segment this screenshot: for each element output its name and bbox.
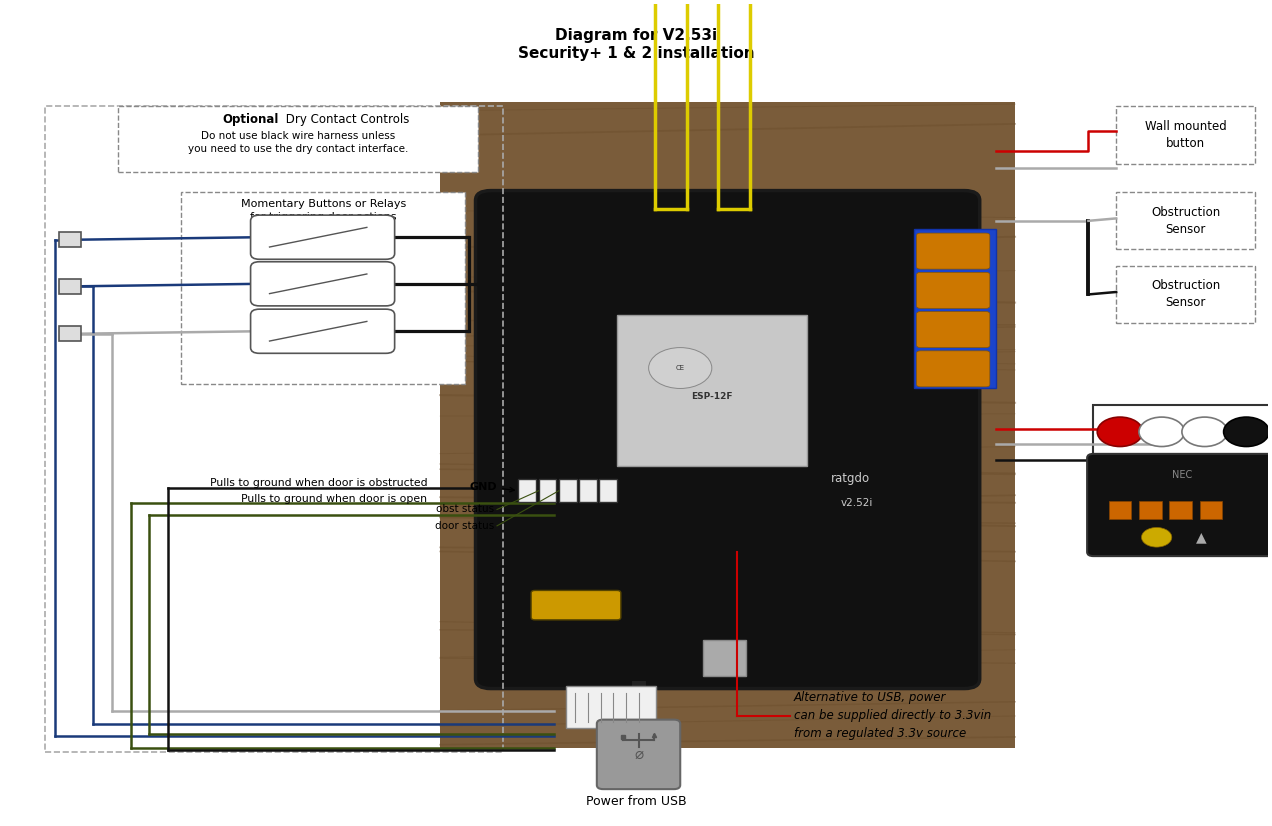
- Circle shape: [1098, 417, 1142, 447]
- FancyBboxPatch shape: [59, 326, 81, 341]
- FancyBboxPatch shape: [1117, 107, 1255, 164]
- FancyBboxPatch shape: [1117, 266, 1255, 323]
- Circle shape: [1224, 417, 1269, 447]
- Text: v2.52i: v2.52i: [841, 498, 874, 508]
- FancyBboxPatch shape: [519, 479, 537, 502]
- Text: Power from USB: Power from USB: [585, 795, 687, 808]
- FancyBboxPatch shape: [1088, 453, 1272, 556]
- Text: ratgdo: ratgdo: [832, 472, 870, 485]
- FancyBboxPatch shape: [539, 479, 556, 502]
- Text: Obstruction
Sensor: Obstruction Sensor: [1151, 279, 1220, 310]
- FancyBboxPatch shape: [1199, 501, 1222, 520]
- FancyBboxPatch shape: [251, 215, 394, 259]
- FancyBboxPatch shape: [1094, 405, 1271, 458]
- Text: ESP-12F: ESP-12F: [691, 392, 733, 401]
- FancyBboxPatch shape: [440, 102, 1015, 748]
- Circle shape: [1141, 528, 1172, 547]
- FancyBboxPatch shape: [476, 191, 979, 689]
- Text: Dry Contact Controls: Dry Contact Controls: [281, 113, 408, 126]
- Text: Alternative to USB, power
can be supplied directly to 3.3vin
from a regulated 3.: Alternative to USB, power can be supplie…: [794, 691, 991, 740]
- FancyBboxPatch shape: [558, 479, 576, 502]
- FancyBboxPatch shape: [1117, 192, 1255, 249]
- Text: GND: GND: [469, 482, 514, 492]
- Text: Security+ 1 & 2 installation: Security+ 1 & 2 installation: [518, 45, 754, 61]
- Text: CE: CE: [675, 365, 684, 371]
- FancyBboxPatch shape: [703, 640, 745, 676]
- Circle shape: [649, 348, 712, 388]
- FancyBboxPatch shape: [1109, 501, 1131, 520]
- FancyBboxPatch shape: [579, 479, 597, 502]
- Text: Obstruction
Sensor: Obstruction Sensor: [1151, 206, 1220, 236]
- Text: Optional: Optional: [223, 113, 279, 126]
- FancyBboxPatch shape: [597, 719, 681, 789]
- Text: Diagram for V2.53i: Diagram for V2.53i: [555, 28, 717, 43]
- FancyBboxPatch shape: [1169, 501, 1192, 520]
- FancyBboxPatch shape: [59, 232, 81, 247]
- FancyBboxPatch shape: [532, 591, 621, 620]
- FancyBboxPatch shape: [566, 686, 656, 728]
- FancyBboxPatch shape: [917, 351, 990, 387]
- Text: Pulls to ground when door is obstructed: Pulls to ground when door is obstructed: [210, 477, 427, 487]
- FancyBboxPatch shape: [915, 229, 996, 388]
- Text: obst status: obst status: [436, 505, 495, 515]
- Text: Pulls to ground when door is open: Pulls to ground when door is open: [242, 494, 427, 504]
- Text: NEC: NEC: [1172, 470, 1192, 480]
- FancyBboxPatch shape: [617, 315, 806, 466]
- Text: door status: door status: [435, 521, 495, 531]
- Text: Do not use black wire harness unless
you need to use the dry contact interface.: Do not use black wire harness unless you…: [188, 131, 408, 154]
- FancyBboxPatch shape: [1138, 501, 1161, 520]
- FancyBboxPatch shape: [917, 311, 990, 348]
- FancyBboxPatch shape: [917, 273, 990, 308]
- Text: Wall mounted
button: Wall mounted button: [1145, 120, 1226, 150]
- Text: ⌀: ⌀: [633, 748, 644, 762]
- Circle shape: [1138, 417, 1184, 447]
- FancyBboxPatch shape: [599, 479, 617, 502]
- Circle shape: [1182, 417, 1227, 447]
- FancyBboxPatch shape: [251, 262, 394, 306]
- FancyBboxPatch shape: [251, 309, 394, 354]
- Text: ▲: ▲: [1196, 530, 1206, 544]
- Text: Momentary Buttons or Relays
for triggering door actions: Momentary Buttons or Relays for triggeri…: [240, 199, 406, 222]
- FancyBboxPatch shape: [59, 279, 81, 293]
- FancyBboxPatch shape: [118, 107, 478, 172]
- FancyBboxPatch shape: [917, 233, 990, 269]
- FancyBboxPatch shape: [181, 192, 466, 384]
